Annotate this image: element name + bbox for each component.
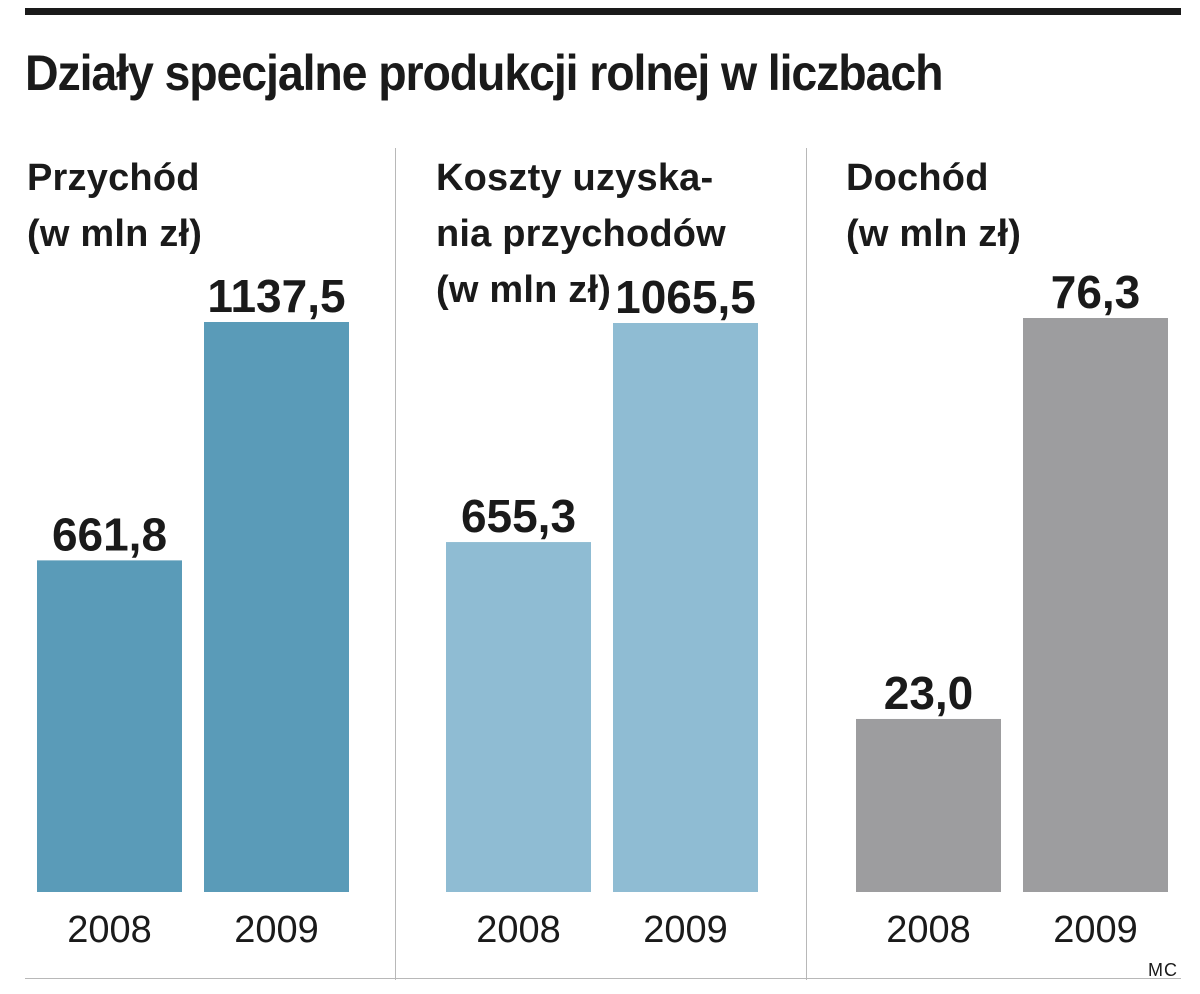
panel-divider <box>806 148 807 980</box>
x-tick-label: 2008 <box>886 909 971 951</box>
panel-title-costs: Koszty uzyska- nia przychodów (w mln zł) <box>436 157 726 311</box>
data-label: 1065,5 <box>615 271 756 323</box>
data-label: 661,8 <box>52 508 167 560</box>
x-tick-label: 2008 <box>476 909 561 951</box>
top-rule <box>25 8 1181 15</box>
data-label: 23,0 <box>884 667 974 719</box>
chart-title: Działy specjalne produkcji rolnej w licz… <box>25 45 943 101</box>
panel-divider <box>395 148 396 980</box>
bar-2009 <box>204 322 349 892</box>
data-label: 1137,5 <box>207 270 345 322</box>
bottom-rule <box>25 978 1181 979</box>
bar-2009 <box>1023 318 1168 892</box>
credit: MC <box>1148 960 1178 980</box>
bar-2009 <box>613 323 758 892</box>
data-label: 76,3 <box>1051 266 1141 318</box>
x-tick-label: 2009 <box>234 909 319 951</box>
x-tick-label: 2009 <box>1053 909 1138 951</box>
panel-title-income: Dochód (w mln zł) <box>846 157 1022 255</box>
bar-2008 <box>446 542 591 892</box>
panel-title-revenue: Przychód (w mln zł) <box>27 157 203 255</box>
x-tick-label: 2008 <box>67 909 152 951</box>
data-label: 655,3 <box>461 490 576 542</box>
x-tick-label: 2009 <box>643 909 728 951</box>
bar-2008 <box>856 718 1001 892</box>
bar-2008 <box>37 560 182 892</box>
